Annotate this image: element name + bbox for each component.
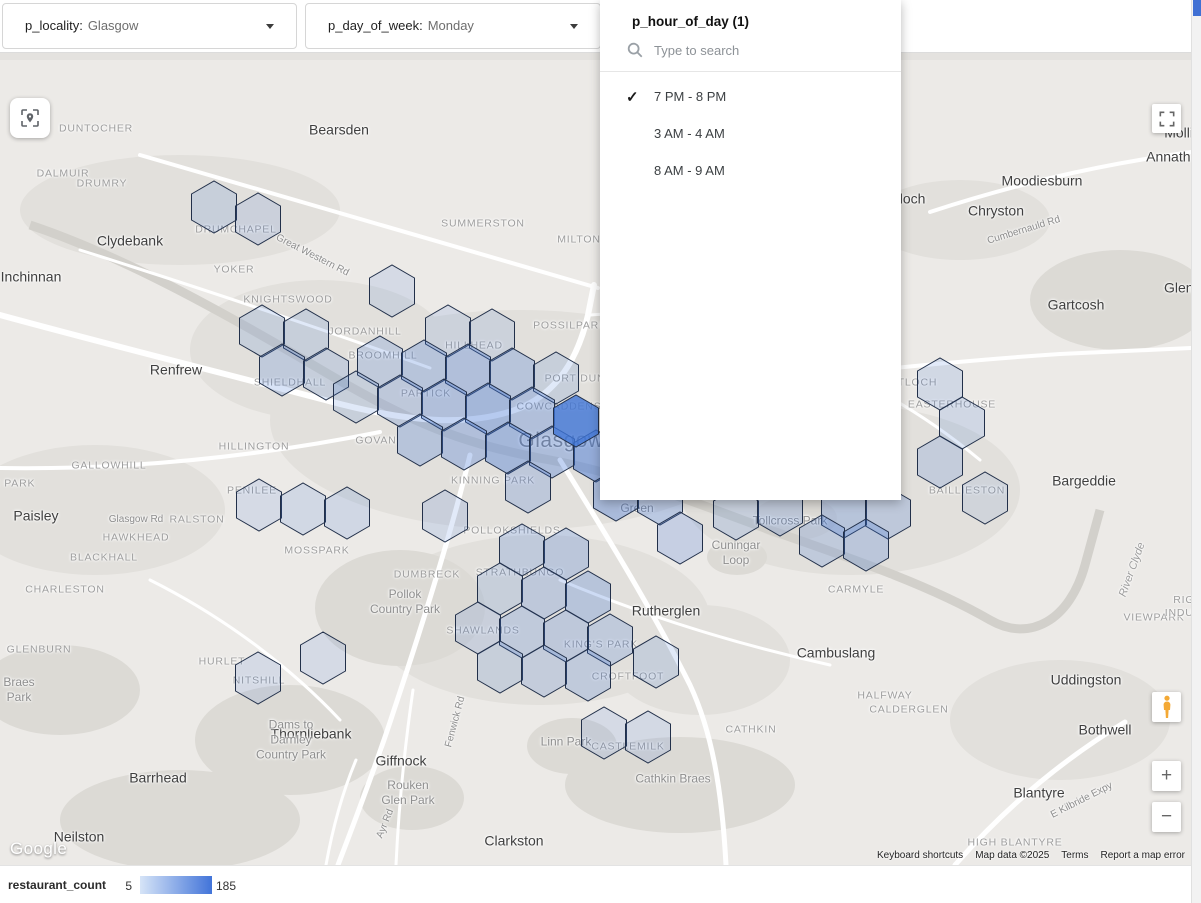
legend-title: restaurant_count xyxy=(8,878,107,892)
search-input[interactable] xyxy=(654,42,864,58)
check-icon: ✓ xyxy=(626,88,639,106)
hex-bin[interactable] xyxy=(441,417,487,471)
hex-bin[interactable] xyxy=(422,489,468,543)
fullscreen-button[interactable] xyxy=(1152,104,1181,133)
legend-bar: restaurant_count 5 185 xyxy=(0,865,1191,903)
hex-bin[interactable] xyxy=(477,640,523,694)
hex-bin[interactable] xyxy=(799,514,845,568)
hex-bin[interactable] xyxy=(283,308,329,362)
hex-bin[interactable] xyxy=(843,518,889,572)
day-filter-label: p_day_of_week: xyxy=(328,18,423,33)
fullscreen-icon xyxy=(1159,111,1174,126)
search-icon xyxy=(627,42,643,58)
hex-bin[interactable] xyxy=(324,486,370,540)
map-canvas[interactable]: Glasgow Bearsden Clydebank Inchinnan Renfrew… xyxy=(0,60,1191,865)
hex-bin[interactable] xyxy=(401,339,447,393)
hour-option-8-am-9-am[interactable]: 8 AM - 9 AM xyxy=(600,152,901,189)
hour-filter-dropdown-panel: p_hour_of_day (1) ✓ 7 PM - 8 PM 3 AM - 4 A… xyxy=(600,0,901,500)
locality-filter-value: Glasgow xyxy=(87,18,139,33)
hex-bin[interactable] xyxy=(239,304,285,358)
dropdown-search-row xyxy=(600,35,901,72)
hex-bin[interactable] xyxy=(235,192,281,246)
hex-bin[interactable] xyxy=(425,304,471,358)
hour-option-3-am-4-am[interactable]: 3 AM - 4 AM xyxy=(600,115,901,152)
hex-bin[interactable] xyxy=(633,635,679,689)
hour-options: ✓ 7 PM - 8 PM 3 AM - 4 AM 8 AM - 9 AM xyxy=(600,72,901,189)
filter-text: p_day_of_week: Monday xyxy=(328,17,474,35)
hex-bin[interactable] xyxy=(489,347,535,401)
zoom-out-button[interactable]: − xyxy=(1152,802,1181,832)
hex-bin[interactable] xyxy=(280,482,326,536)
hex-bin[interactable] xyxy=(303,347,349,401)
locality-filter-dropdown[interactable]: p_locality: Glasgow xyxy=(2,3,297,49)
recenter-button[interactable] xyxy=(10,98,50,138)
hex-bin[interactable] xyxy=(505,460,551,514)
page-scrollbar[interactable] xyxy=(1191,0,1201,903)
hex-layer xyxy=(191,180,1008,764)
hex-bin[interactable] xyxy=(469,308,515,362)
hex-bin[interactable] xyxy=(357,335,403,389)
hex-bin[interactable] xyxy=(625,710,671,764)
hex-bin[interactable] xyxy=(369,264,415,318)
plus-icon: + xyxy=(1160,765,1173,786)
hex-bin[interactable] xyxy=(565,648,611,702)
hex-bin[interactable] xyxy=(445,343,491,397)
hex-bin[interactable] xyxy=(421,378,467,432)
hour-option-label: 8 AM - 9 AM xyxy=(654,163,725,178)
hex-bin[interactable] xyxy=(713,487,759,541)
day-filter-value: Monday xyxy=(427,18,474,33)
hex-bin[interactable] xyxy=(191,180,237,234)
google-logo: Google xyxy=(10,839,68,858)
hex-bin[interactable] xyxy=(485,421,531,475)
hex-bin[interactable] xyxy=(962,471,1008,525)
dropdown-title: p_hour_of_day (1) xyxy=(632,14,750,29)
hex-bin[interactable] xyxy=(397,413,443,467)
map-data-text: Map data ©2025 xyxy=(975,850,1050,861)
hex-bin[interactable] xyxy=(581,706,627,760)
hex-bin[interactable] xyxy=(465,382,511,436)
hex-bin[interactable] xyxy=(533,351,579,405)
hour-option-label: 7 PM - 8 PM xyxy=(654,89,727,104)
day-of-week-filter-dropdown[interactable]: p_day_of_week: Monday xyxy=(305,3,601,49)
chevron-down-icon xyxy=(266,23,274,29)
hex-bin[interactable] xyxy=(553,394,599,448)
legend-min-value: 5 xyxy=(125,879,132,893)
hex-bin[interactable] xyxy=(917,435,963,489)
hex-bin[interactable] xyxy=(509,386,555,440)
zoom-in-button[interactable]: + xyxy=(1152,761,1181,791)
hex-bin[interactable] xyxy=(377,374,423,428)
hour-option-7-pm-8-pm[interactable]: ✓ 7 PM - 8 PM xyxy=(600,78,901,115)
hex-bin[interactable] xyxy=(521,644,567,698)
terms-link[interactable]: Terms xyxy=(1061,850,1089,861)
hex-bin[interactable] xyxy=(657,511,703,565)
pegman-icon xyxy=(1163,695,1170,718)
pegman-button[interactable] xyxy=(1152,692,1181,722)
hex-bin[interactable] xyxy=(300,631,346,685)
hour-option-label: 3 AM - 4 AM xyxy=(654,126,725,141)
legend-max-value: 185 xyxy=(216,879,237,893)
hex-bin[interactable] xyxy=(235,651,281,705)
hex-bin[interactable] xyxy=(333,370,379,424)
map-attribution: Keyboard shortcuts Map data ©2025 Terms … xyxy=(877,850,1185,861)
legend-gradient xyxy=(140,876,212,894)
hex-bin[interactable] xyxy=(236,478,282,532)
report-error-link[interactable]: Report a map error xyxy=(1100,850,1185,861)
keyboard-shortcuts-link[interactable]: Keyboard shortcuts xyxy=(877,850,964,861)
minus-icon: − xyxy=(1160,806,1173,827)
hex-bin[interactable] xyxy=(259,343,305,397)
scrollbar-thumb[interactable] xyxy=(1193,0,1201,16)
location-pin-icon xyxy=(21,109,39,127)
locality-filter-label: p_locality: xyxy=(25,18,83,33)
chevron-down-icon xyxy=(570,23,578,29)
filter-text: p_locality: Glasgow xyxy=(25,17,138,35)
